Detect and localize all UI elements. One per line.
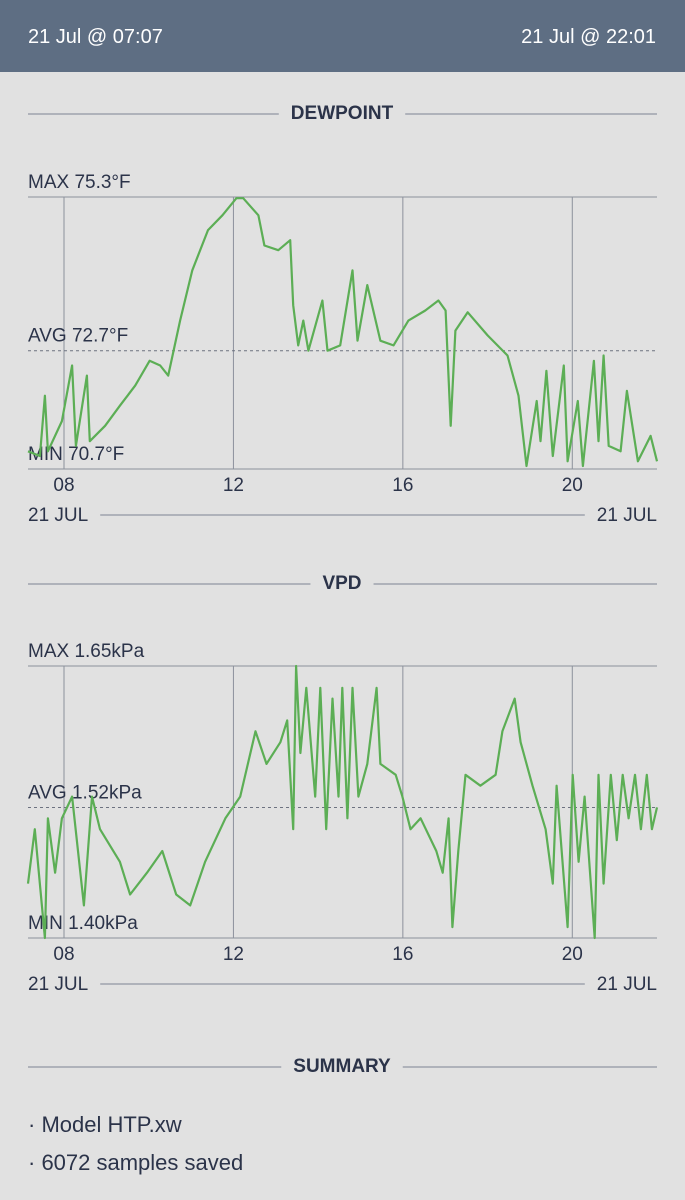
end-time: 21 Jul @ 22:01: [521, 26, 656, 48]
x-start-label: 21 JUL: [28, 505, 88, 526]
summary-list: · Model HTP.xw · 6072 samples saved: [28, 1112, 243, 1188]
section-title: SUMMARY: [293, 1056, 391, 1077]
x-tick-label: 20: [562, 475, 583, 496]
summary-item: · Model HTP.xw: [28, 1112, 182, 1137]
y-tick-label: AVG 1.52kPa: [28, 782, 142, 803]
summary-item: · 6072 samples saved: [28, 1150, 244, 1175]
data-line: [26, 664, 659, 940]
x-end-label: 21 JUL: [597, 505, 657, 526]
x-tick-label: 08: [53, 475, 74, 496]
charts: DEWPOINT 08 12 16 20 MAX 75.3°F AVG 72.7°F MIN …: [26, 103, 659, 1077]
y-tick-label: MAX 1.65kPa: [28, 641, 145, 662]
x-start-label: 21 JUL: [28, 974, 88, 995]
y-tick-label: MIN 1.40kPa: [28, 913, 138, 934]
section-title: DEWPOINT: [291, 103, 394, 124]
x-tick-label: 20: [562, 944, 583, 965]
x-tick-label: 12: [223, 944, 244, 965]
x-tick-label: 16: [392, 475, 413, 496]
y-tick-label: AVG 72.7°F: [28, 326, 128, 347]
x-tick-label: 08: [53, 944, 74, 965]
x-tick-label: 12: [223, 475, 244, 496]
y-tick-label: MIN 70.7°F: [28, 444, 124, 465]
x-end-label: 21 JUL: [597, 974, 657, 995]
x-tick-label: 16: [392, 944, 413, 965]
section-title: VPD: [322, 573, 361, 594]
start-time: 21 Jul @ 07:07: [28, 26, 163, 48]
header-bar: 21 Jul @ 07:07 21 Jul @ 22:01: [0, 0, 685, 72]
data-line: [27, 197, 659, 468]
y-tick-label: MAX 75.3°F: [28, 172, 131, 193]
